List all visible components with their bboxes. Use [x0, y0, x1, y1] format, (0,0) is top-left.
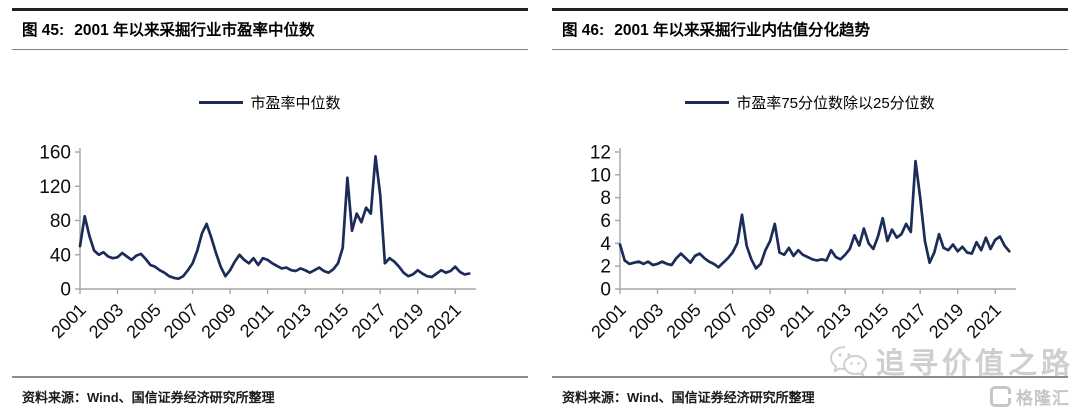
- x-tick-label: 2009: [737, 300, 779, 342]
- x-tick-label: 2017: [888, 300, 930, 342]
- y-tick-label: 0: [600, 280, 611, 301]
- figure-45-panel: 图 45: 2001 年以来采掘行业市盈率中位数 市盈率中位数 0 40 80 120 1…: [12, 8, 528, 405]
- watermark-text: 追寻价值之路: [875, 348, 1074, 380]
- x-tick-label: 2003: [625, 300, 667, 342]
- x-tick-label: 2005: [122, 300, 164, 342]
- x-tick-label: 2019: [925, 300, 967, 342]
- x-tick-label: 2011: [236, 300, 278, 342]
- x-tick-label: 2003: [85, 300, 127, 342]
- legend-line-swatch: [685, 100, 730, 104]
- x-tick-label: 2007: [160, 300, 202, 342]
- x-tick-label: 2021: [963, 300, 1005, 342]
- x-tick-label: 2011: [776, 300, 818, 342]
- x-tick-label: 2017: [348, 300, 390, 342]
- y-tick-label: 8: [600, 188, 611, 209]
- y-tick-label: 4: [600, 234, 611, 255]
- y-tick-label: 10: [590, 165, 611, 186]
- figure-46-panel: 图 46: 2001 年以来采掘行业内估值分化趋势 市盈率75分位数除以25分位数…: [552, 8, 1068, 405]
- line-series: [78, 154, 471, 281]
- y-tick-label: 160: [39, 143, 71, 164]
- figure-45-title: 图 45: 2001 年以来采掘行业市盈率中位数: [12, 8, 528, 50]
- pe-percentile-ratio-line-chart: 0246810122001200320052007200920112013201…: [587, 143, 1016, 342]
- x-tick-label: 2009: [197, 300, 239, 342]
- figure-46-label: 图 46:: [562, 22, 605, 39]
- figure-45-legend: 市盈率中位数: [12, 92, 528, 112]
- x-tick-label: 2019: [385, 300, 427, 342]
- x-tick-label: 2013: [813, 300, 855, 342]
- pe-median-line-chart: 0408012016020012003200520072009201120132…: [39, 143, 476, 342]
- y-tick-label: 120: [39, 177, 71, 198]
- figure-46-title-text: 2001 年以来采掘行业内估值分化趋势: [614, 22, 871, 39]
- y-tick-label: 0: [60, 280, 71, 301]
- figure-45-title-text: 2001 年以来采掘行业市盈率中位数: [74, 22, 315, 39]
- figure-46-title: 图 46: 2001 年以来采掘行业内估值分化趋势: [552, 8, 1068, 50]
- line-series: [618, 159, 1011, 270]
- source-text: 资料来源：Wind、国信证券经济研究所整理: [562, 390, 815, 405]
- legend-line-swatch: [199, 100, 244, 104]
- gelonghui-logo-text: 格隆汇: [1016, 389, 1070, 408]
- x-tick-label: 2013: [273, 300, 315, 342]
- gelonghui-logo: 格隆汇: [990, 384, 1070, 409]
- gelonghui-g-icon: [990, 386, 1011, 407]
- y-tick-label: 40: [50, 245, 71, 266]
- source-text: 资料来源：Wind、国信证券经济研究所整理: [22, 390, 275, 405]
- legend-label: 市盈率75分位数除以25分位数: [736, 94, 935, 112]
- figure-46-source: 资料来源：Wind、国信证券经济研究所整理: [552, 376, 1068, 406]
- y-tick-label: 2: [600, 257, 611, 278]
- y-tick-label: 80: [50, 211, 71, 232]
- x-tick-label: 2001: [47, 300, 89, 342]
- watermark: 追寻价值之路: [828, 340, 1074, 382]
- y-tick-label: 6: [600, 211, 611, 232]
- x-tick-label: 2007: [700, 300, 742, 342]
- x-tick-label: 2005: [662, 300, 704, 342]
- y-tick-label: 12: [590, 143, 611, 164]
- x-tick-label: 2015: [850, 300, 892, 342]
- x-tick-label: 2021: [423, 300, 465, 342]
- x-tick-label: 2015: [310, 300, 352, 342]
- figure-45-label: 图 45:: [22, 22, 65, 39]
- legend-label: 市盈率中位数: [250, 94, 341, 112]
- figure-46-legend: 市盈率75分位数除以25分位数: [552, 92, 1068, 112]
- x-tick-label: 2001: [587, 300, 629, 342]
- wechat-icon: [829, 346, 867, 377]
- figure-45-source: 资料来源：Wind、国信证券经济研究所整理: [12, 376, 528, 406]
